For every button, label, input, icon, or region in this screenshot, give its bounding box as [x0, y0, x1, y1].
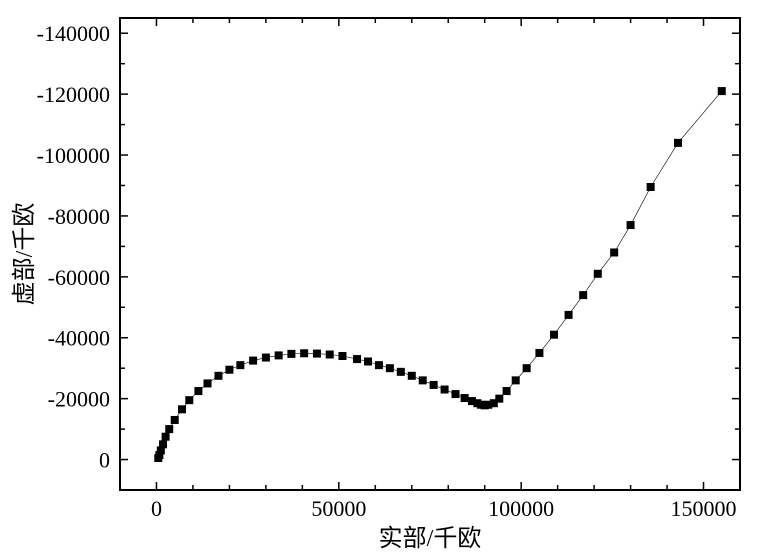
svg-text:-20000: -20000 — [48, 387, 110, 412]
chart-svg: 0 50000 100000 150000 0 -20000 -40000 -60000 -80… — [0, 0, 766, 558]
svg-text:-80000: -80000 — [48, 204, 110, 229]
svg-text:-100000: -100000 — [37, 143, 110, 168]
svg-text:50000: 50000 — [311, 496, 366, 521]
svg-text:-40000: -40000 — [48, 326, 110, 351]
svg-text:-120000: -120000 — [37, 82, 110, 107]
x-axis-label: 实部/千欧 — [379, 525, 482, 552]
svg-text:0: 0 — [99, 448, 110, 473]
svg-text:150000: 150000 — [671, 496, 737, 521]
svg-text:100000: 100000 — [488, 496, 554, 521]
svg-text:-60000: -60000 — [48, 265, 110, 290]
nyquist-chart: 0 50000 100000 150000 0 -20000 -40000 -60000 -80… — [0, 0, 766, 558]
svg-text:0: 0 — [151, 496, 162, 521]
y-axis-label: 虚部/千欧 — [11, 203, 38, 306]
svg-text:-140000: -140000 — [37, 21, 110, 46]
